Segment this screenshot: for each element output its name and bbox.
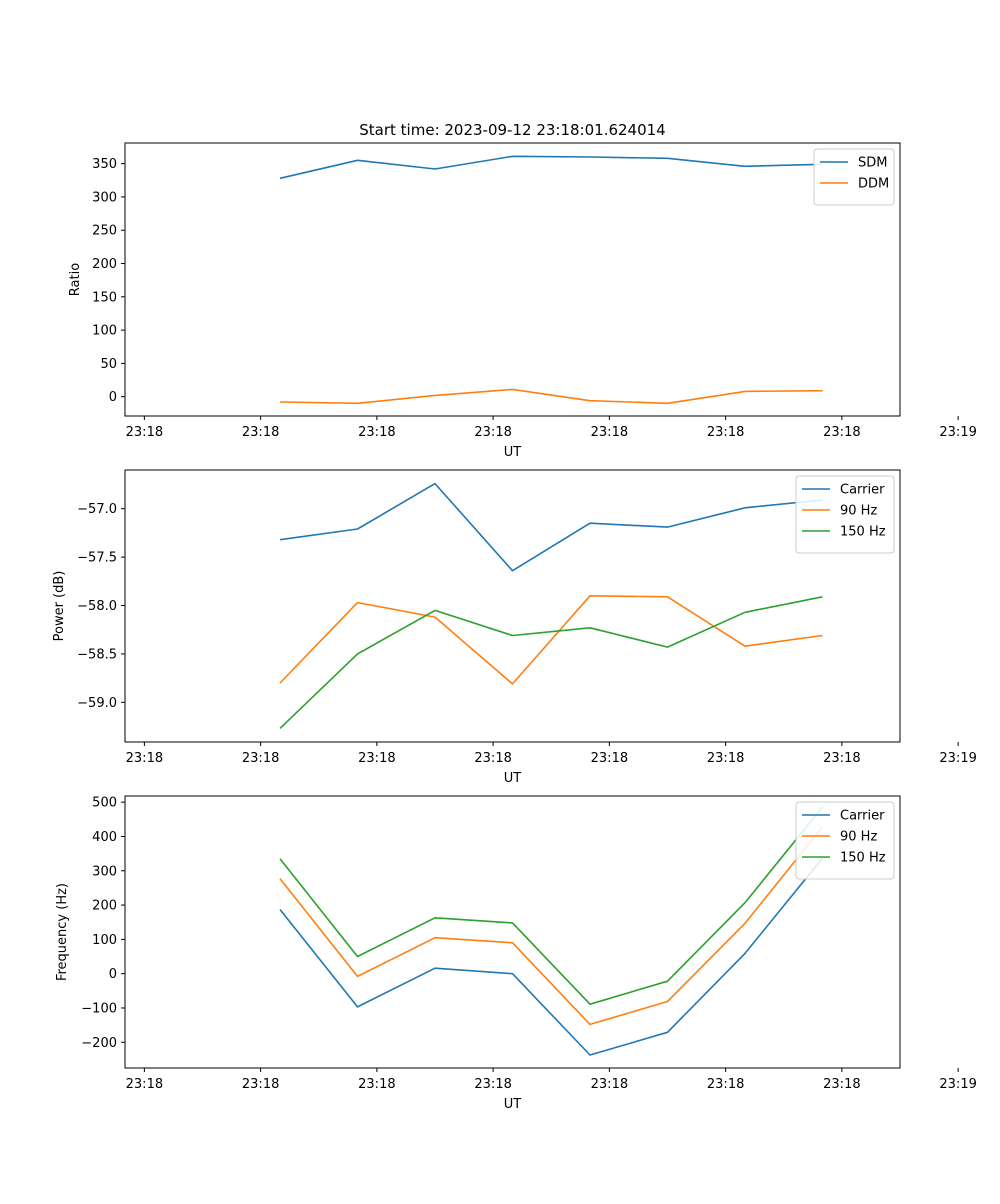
x-axis-label: UT [504,445,522,460]
series-line-90-hz [279,594,823,685]
x-tick-label: 23:18 [474,425,511,440]
x-tick-label: 23:18 [242,1077,279,1092]
y-axis-label: Frequency (Hz) [55,883,70,981]
y-tick-label: 100 [92,324,117,339]
y-tick-label: 300 [92,864,117,879]
legend: Carrier 90 Hz 150 Hz [795,475,895,554]
x-axis-label: UT [504,1097,522,1112]
chart-title: Start time: 2023-09-12 23:18:01.624014 [359,121,665,139]
plot-panel-2: 23:18 23:18 23:18 23:18 23:18 23:18 23:18 23:19… [52,469,977,786]
series-line-150-hz [279,806,824,1006]
y-tick-label: −57.0 [77,502,117,517]
series-line-carrier [279,482,823,572]
y-tick-label: 0 [109,390,117,405]
x-tick-label: 23:19 [939,425,976,440]
plot-panel-1: 23:18 23:18 23:18 23:18 23:18 23:18 23:18 23:19… [68,121,977,460]
series-line-150-hz [279,596,823,729]
y-tick-label: 350 [92,157,117,172]
y-tick-label: 400 [92,830,117,845]
y-tick-label: −57.5 [77,551,117,566]
legend-label: DDM [858,177,889,192]
x-tick-label: 23:18 [358,1077,395,1092]
x-tick-label: 23:18 [707,751,744,766]
y-tick-label: −100 [81,1001,117,1016]
y-tick-label: 50 [100,357,117,372]
y-tick-label: 300 [92,190,117,205]
axes-frame [124,795,901,1069]
x-tick-label: 23:18 [707,1077,744,1092]
series-line-ddm [279,388,823,405]
y-tick-label: −58.5 [77,647,117,662]
y-axis-label: Ratio [68,263,83,296]
legend-label: Carrier [840,483,885,498]
x-tick-label: 23:18 [707,425,744,440]
legend-label: 150 Hz [840,851,886,866]
legend-label: 90 Hz [840,830,877,845]
y-tick-label: 500 [92,796,117,811]
x-tick-label: 23:18 [591,425,628,440]
x-tick-label: 23:18 [823,1077,860,1092]
x-tick-label: 23:18 [242,425,279,440]
x-tick-label: 23:18 [126,425,163,440]
legend: Carrier 90 Hz 150 Hz [795,801,895,880]
x-tick-label: 23:18 [591,1077,628,1092]
legend-box [813,148,895,206]
x-axis-label: UT [504,771,522,786]
series-line-90-hz [279,826,824,1026]
x-tick-label: 23:18 [358,751,395,766]
x-tick-label: 23:18 [823,751,860,766]
x-tick-label: 23:18 [474,1077,511,1092]
y-tick-label: 150 [92,290,117,305]
axes-frame [124,142,901,417]
x-tick-label: 23:18 [474,751,511,766]
legend: SDM DDM [813,148,895,206]
x-tick-label: 23:18 [591,751,628,766]
y-tick-label: 100 [92,933,117,948]
y-tick-label: 200 [92,899,117,914]
y-tick-label: −58.0 [77,599,117,614]
y-tick-label: −59.0 [77,696,117,711]
legend-label: Carrier [840,809,885,824]
legend-box [795,801,895,880]
x-tick-label: 23:18 [126,751,163,766]
legend-label: SDM [858,156,887,171]
x-tick-label: 23:19 [939,751,976,766]
y-tick-label: −200 [81,1036,117,1051]
x-tick-label: 23:18 [823,425,860,440]
series-line-sdm [279,155,823,180]
axes-frame [124,469,901,743]
x-tick-label: 23:18 [358,425,395,440]
legend-label: 90 Hz [840,504,877,519]
y-tick-label: 250 [92,224,117,239]
legend-label: 150 Hz [840,525,886,540]
plot-panel-3: 23:18 23:18 23:18 23:18 23:18 23:18 23:18 23:19… [55,795,977,1112]
y-tick-label: 200 [92,257,117,272]
y-axis-label: Power (dB) [52,571,67,642]
x-tick-label: 23:19 [939,1077,976,1092]
legend-box [795,475,895,554]
series-line-carrier [279,857,824,1056]
y-tick-label: 0 [109,967,117,982]
x-tick-label: 23:18 [242,751,279,766]
x-tick-label: 23:18 [126,1077,163,1092]
